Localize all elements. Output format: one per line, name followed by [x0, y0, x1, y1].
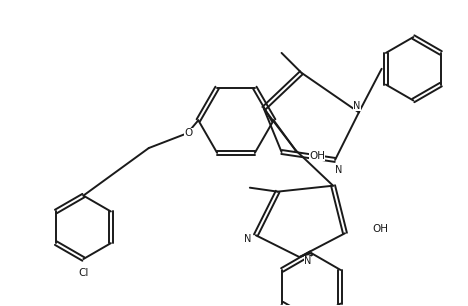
Text: N: N	[304, 256, 311, 266]
Text: N: N	[244, 234, 252, 244]
Text: OH: OH	[309, 151, 325, 161]
Text: OH: OH	[373, 224, 389, 234]
Text: N: N	[353, 101, 360, 111]
Text: O: O	[184, 128, 192, 138]
Text: Cl: Cl	[78, 268, 88, 278]
Text: N: N	[336, 165, 343, 175]
